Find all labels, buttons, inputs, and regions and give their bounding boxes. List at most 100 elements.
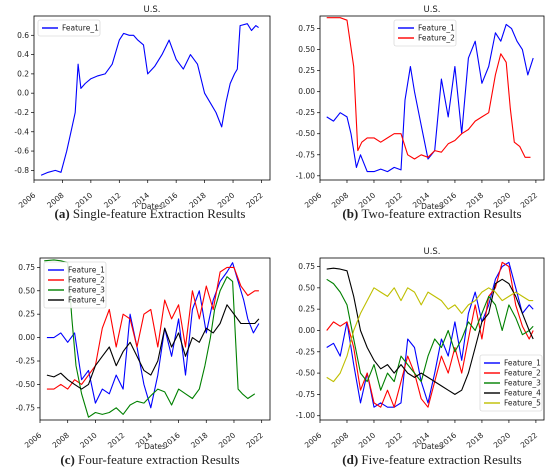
y-tick-label: -0.25	[296, 347, 316, 356]
legend-label: Feature_4	[504, 389, 541, 398]
legend-label: Feature_1	[504, 359, 541, 368]
panel-caption: (b) Two-feature extraction Results	[342, 206, 521, 221]
series-line-feature-2	[326, 17, 531, 160]
y-tick-label: -0.75	[296, 390, 316, 399]
chart-panel: 2006 2008 2010 2012 2014 2016 2018 2020 2022-0.7…	[16, 257, 271, 467]
axes-frame	[319, 15, 545, 181]
caption-letter: (a)	[55, 206, 73, 221]
y-tick-label: 0.00	[298, 326, 315, 335]
x-tick-label: 2022	[519, 190, 540, 209]
series-group	[40, 23, 259, 176]
series-group	[44, 259, 260, 418]
panel-caption: (d) Five-feature extraction Results	[342, 452, 521, 467]
legend-box	[43, 261, 107, 309]
y-tick-label: -0.75	[296, 150, 316, 159]
x-tick-label: 2022	[245, 430, 266, 449]
y-tick-label: -0.6	[14, 147, 29, 156]
y-tick-label: 0.4	[17, 50, 29, 59]
x-axis-label: Dates	[141, 202, 163, 211]
y-tick-label: 0.25	[298, 305, 315, 314]
series-group	[326, 261, 534, 408]
legend-label: Feature_2	[504, 369, 541, 378]
x-tick-label: 2008	[330, 430, 351, 449]
chart-title: U.S.	[143, 5, 160, 15]
series-line-feature-1	[40, 23, 259, 176]
x-tick-label: 2008	[51, 430, 72, 449]
legend-label: Feature_1	[62, 24, 99, 33]
y-tick-label: -0.50	[296, 369, 316, 378]
x-tick-label: 2012	[106, 430, 127, 449]
legend-label: Feature_5	[504, 399, 541, 408]
y-tick-label: 0.25	[18, 310, 35, 319]
x-tick-label: 2006	[303, 190, 324, 209]
chart-panel: U.S.2006 2008 2010 2012 2014 2016 2018 2020 2022…	[14, 5, 271, 221]
y-tick-label: 0.75	[18, 263, 35, 272]
legend: Feature_1Feature_2Feature_3Feature_4Feat…	[479, 354, 543, 412]
x-tick-label: 2006	[23, 430, 44, 449]
legend: Feature_1	[37, 19, 101, 37]
series-line-feature-3	[44, 259, 256, 418]
chart-panel: U.S.2006 2008 2010 2012 2014 2016 2018 2020 2022…	[296, 247, 545, 467]
x-axis-label: Dates	[421, 202, 443, 211]
x-tick-label: 2012	[384, 430, 405, 449]
y-tick-label: 0.6	[17, 31, 29, 40]
legend-label: Feature_2	[68, 276, 105, 285]
series-line-feature-4	[326, 267, 534, 395]
y-tick-label: 0.75	[298, 24, 315, 33]
caption-letter: (b)	[342, 206, 361, 221]
caption-text: Two-feature extraction Results	[362, 206, 522, 221]
series-line-feature-2	[326, 261, 534, 408]
series-line-feature-5	[326, 287, 534, 383]
y-tick-label: -1.00	[296, 411, 316, 420]
y-tick-label: -1.00	[296, 171, 316, 180]
chart-panel: U.S.2006 2008 2010 2012 2014 2016 2018 2020 2022…	[296, 5, 545, 221]
y-tick-label: 0.00	[298, 87, 315, 96]
legend-label: Feature_3	[504, 379, 541, 388]
panel-caption: (c) Four-feature extraction Results	[60, 452, 239, 467]
caption-text: Five-feature extraction Results	[361, 452, 521, 467]
x-tick-label: 2022	[519, 430, 540, 449]
legend-label: Feature_4	[68, 296, 105, 305]
x-tick-label: 2018	[465, 430, 486, 449]
series-line-feature-1	[326, 23, 534, 173]
legend-label: Feature_3	[68, 286, 105, 295]
x-tick-label: 2010	[357, 430, 378, 449]
y-tick-label: -0.75	[16, 403, 36, 412]
legend-label: Feature_2	[418, 34, 455, 43]
y-tick-label: 0.2	[17, 69, 29, 78]
chart-title: U.S.	[423, 5, 440, 15]
y-tick-label: 0.50	[298, 283, 315, 292]
y-tick-label: 0.50	[298, 45, 315, 54]
series-line-feature-4	[46, 304, 260, 390]
legend-box	[37, 19, 101, 37]
y-tick-label: -0.2	[14, 108, 29, 117]
x-tick-label: 2006	[303, 430, 324, 449]
x-tick-label: 2022	[244, 190, 265, 209]
y-tick-label: 0.25	[298, 66, 315, 75]
y-tick-label: -0.25	[16, 357, 36, 366]
series-group	[326, 17, 534, 173]
caption-text: Single-feature Extraction Results	[73, 206, 246, 221]
chart-title: U.S.	[423, 247, 440, 257]
x-tick-label: 2020	[217, 430, 238, 449]
y-tick-label: 0.75	[298, 262, 315, 271]
y-tick-label: -0.25	[296, 108, 316, 117]
x-tick-label: 2018	[189, 430, 210, 449]
y-tick-label: 0.0	[17, 89, 29, 98]
y-tick-label: 0.00	[18, 333, 35, 342]
x-tick-label: 2010	[78, 430, 99, 449]
series-line-feature-3	[326, 278, 534, 391]
series-line-feature-2	[46, 266, 259, 390]
legend-label: Feature_1	[68, 266, 105, 275]
caption-letter: (c)	[60, 452, 78, 467]
series-line-feature-1	[46, 262, 260, 409]
axes-frame	[33, 15, 271, 181]
x-tick-label: 2006	[17, 190, 38, 209]
x-axis-label: Dates	[144, 442, 166, 451]
y-tick-label: -0.50	[16, 380, 36, 389]
y-tick-label: 0.50	[18, 286, 35, 295]
caption-letter: (d)	[342, 452, 361, 467]
y-tick-label: -0.4	[14, 127, 29, 136]
